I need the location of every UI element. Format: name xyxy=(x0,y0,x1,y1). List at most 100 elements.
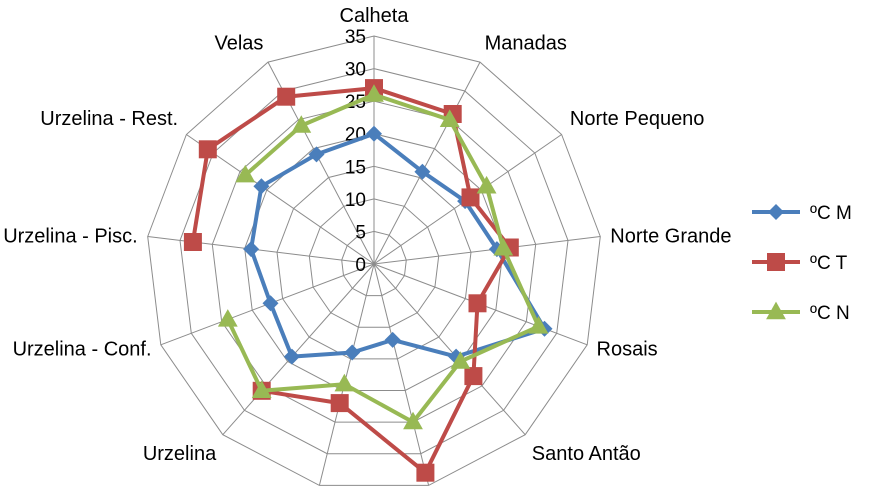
series-layer xyxy=(183,79,553,482)
data-point xyxy=(262,295,279,312)
series-line-segment xyxy=(471,301,480,379)
data-point xyxy=(767,253,785,271)
series-line-segment xyxy=(259,152,319,189)
grid-spoke xyxy=(373,263,526,436)
data-point xyxy=(766,301,786,320)
data-point xyxy=(243,241,260,258)
data-point xyxy=(461,188,480,207)
data-point xyxy=(277,87,296,106)
series-line-segment xyxy=(484,184,506,251)
data-point xyxy=(366,125,382,142)
series-line-segment xyxy=(259,388,342,406)
series-line-segment xyxy=(463,199,499,252)
category-label: Calheta xyxy=(340,5,410,27)
data-point xyxy=(403,411,423,430)
legend-item: ºC T xyxy=(752,253,848,274)
grid-spoke xyxy=(222,263,375,436)
tick-label: 0 xyxy=(355,255,366,276)
category-label: Norte Pequeno xyxy=(570,108,705,130)
data-point xyxy=(493,237,514,256)
grid-spoke xyxy=(186,134,375,265)
data-point xyxy=(528,316,549,334)
data-point xyxy=(283,348,300,365)
series-line-segment xyxy=(337,401,428,475)
data-point xyxy=(464,367,483,386)
series-line-segment xyxy=(458,324,541,364)
data-point xyxy=(183,233,202,251)
series-line-segment xyxy=(372,92,452,122)
series-line-segment xyxy=(259,382,347,393)
grid-layer xyxy=(147,35,601,486)
series-line-segment xyxy=(249,247,273,306)
grid-ring xyxy=(276,165,472,360)
data-point xyxy=(414,163,431,180)
series-triangle xyxy=(217,84,549,430)
grid-ring xyxy=(147,35,601,486)
series-line-segment xyxy=(350,337,395,355)
category-label: Velas xyxy=(214,32,263,54)
grid-ring xyxy=(341,230,407,297)
category-label: Manadas xyxy=(485,32,567,54)
data-point xyxy=(439,109,460,127)
series-line-segment xyxy=(372,86,455,116)
category-label: Urzelina xyxy=(143,443,217,465)
grid-ring xyxy=(211,100,537,423)
series-line-segment xyxy=(299,92,376,128)
data-point xyxy=(468,294,487,313)
series-line-segment xyxy=(205,94,289,152)
legend-item: ºC M xyxy=(752,203,852,224)
data-point xyxy=(768,204,784,220)
series-line-segment xyxy=(342,382,415,425)
series-line-segment xyxy=(447,117,489,189)
tick-label-layer: 05101520253035 xyxy=(345,27,366,276)
category-label: Urzelina - Pisc. xyxy=(3,225,137,247)
category-label: Norte Grande xyxy=(610,225,731,247)
legend: ºC M ºC T ºC N xyxy=(752,203,852,324)
data-point xyxy=(253,178,270,195)
grid-spoke xyxy=(373,263,430,486)
series-line-segment xyxy=(475,245,512,306)
data-point xyxy=(330,394,349,413)
series-line-segment xyxy=(372,131,425,174)
legend-label: ºC N xyxy=(810,303,850,324)
category-label: Santo Antão xyxy=(532,443,641,465)
category-label: Rosais xyxy=(597,338,658,360)
series-line-segment xyxy=(225,317,264,393)
tick-label: 35 xyxy=(345,27,366,48)
data-point xyxy=(384,331,401,348)
grid-spoke xyxy=(373,236,601,265)
grid-spoke xyxy=(318,263,375,486)
tick-label: 10 xyxy=(345,190,366,211)
series-line-segment xyxy=(420,169,468,204)
category-label-layer: Calheta Manadas Norte Pequeno Norte Grande R… xyxy=(3,5,731,497)
data-point xyxy=(198,140,217,159)
data-point xyxy=(416,463,435,482)
series-line-segment xyxy=(289,350,355,359)
data-point xyxy=(217,309,238,327)
category-label: Urzelina - Conf. xyxy=(13,338,152,360)
series-line-segment xyxy=(249,184,264,252)
tick-label: 5 xyxy=(355,222,366,243)
data-point xyxy=(334,373,355,392)
series-line-segment xyxy=(423,374,476,475)
grid-ring xyxy=(179,68,569,455)
grid-ring xyxy=(308,198,440,328)
category-label: Urzelina - Rest. xyxy=(40,108,178,130)
data-point xyxy=(364,84,384,102)
legend-label: ºC T xyxy=(810,253,848,274)
data-point xyxy=(308,146,325,163)
legend-label: ºC M xyxy=(810,203,852,224)
series-line-segment xyxy=(190,147,210,244)
series-line-segment xyxy=(390,337,459,359)
data-point xyxy=(344,344,361,361)
grid-spoke xyxy=(373,61,481,265)
series-square xyxy=(183,79,519,482)
data-point xyxy=(291,115,312,133)
series-line-segment xyxy=(268,301,294,359)
series-line-segment xyxy=(314,131,376,157)
data-point xyxy=(235,164,256,183)
data-point xyxy=(450,351,471,369)
series-line-segment xyxy=(243,123,304,178)
